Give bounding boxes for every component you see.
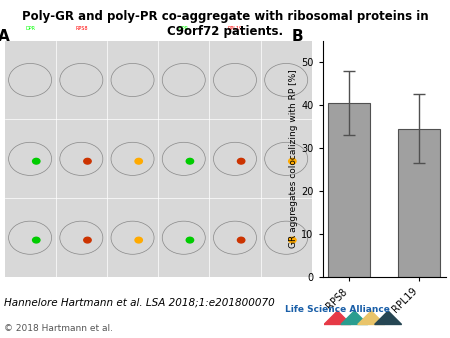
Text: RPL19: RPL19 [227,26,243,31]
Text: merge: merge [125,26,140,31]
Circle shape [238,159,245,164]
Circle shape [32,237,40,243]
Circle shape [84,237,91,243]
Bar [328,103,370,277]
Text: DPR: DPR [179,26,189,31]
Polygon shape [374,311,401,324]
Polygon shape [324,311,351,324]
Text: merge: merge [278,26,294,31]
Circle shape [288,237,296,243]
Text: B: B [292,29,303,44]
Text: DPR: DPR [25,26,35,31]
Circle shape [32,159,40,164]
Circle shape [84,159,91,164]
Text: Hannelore Hartmann et al. LSA 2018;1:e201800070: Hannelore Hartmann et al. LSA 2018;1:e20… [4,297,275,308]
Polygon shape [341,311,368,324]
Text: Poly-GR and poly-PR co-aggregate with ribosomal proteins in C9orf72 patients.: Poly-GR and poly-PR co-aggregate with ri… [22,10,428,38]
Text: Life Science Alliance: Life Science Alliance [285,305,390,314]
Circle shape [186,159,194,164]
Circle shape [135,237,142,243]
Text: A: A [0,29,10,44]
Bar [398,129,440,277]
Circle shape [186,237,194,243]
Polygon shape [358,311,385,324]
Circle shape [238,237,245,243]
Circle shape [135,159,142,164]
Text: © 2018 Hartmann et al.: © 2018 Hartmann et al. [4,324,113,334]
Y-axis label: GR aggregates colocalizing with RP [%]: GR aggregates colocalizing with RP [%] [289,70,298,248]
Circle shape [288,159,296,164]
Text: RPS8: RPS8 [75,26,88,31]
